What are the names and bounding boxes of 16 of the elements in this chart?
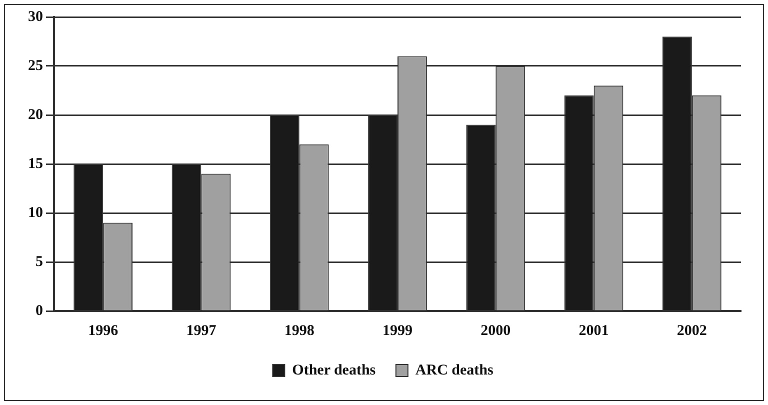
y-tick-label: 25 bbox=[28, 58, 43, 74]
legend-label: Other deaths bbox=[292, 362, 376, 378]
x-tick-label: 1998 bbox=[284, 322, 314, 339]
y-tick-label: 10 bbox=[28, 204, 43, 221]
y-tick-label: 0 bbox=[36, 302, 43, 319]
y-tick-label: 15 bbox=[28, 156, 43, 172]
x-tick-label: 1997 bbox=[186, 322, 217, 339]
x-tick-label: 1996 bbox=[88, 322, 119, 339]
x-tick-label: 1999 bbox=[382, 322, 412, 339]
y-tick-label: 20 bbox=[28, 106, 43, 123]
x-tick-label: 2001 bbox=[578, 322, 609, 339]
x-tick-label: 2000 bbox=[480, 322, 511, 339]
y-tick-label: 5 bbox=[36, 254, 43, 270]
y-tick-label: 30 bbox=[28, 8, 43, 25]
legend-label: ARC deaths bbox=[415, 362, 494, 378]
x-tick-label: 2002 bbox=[676, 322, 707, 339]
